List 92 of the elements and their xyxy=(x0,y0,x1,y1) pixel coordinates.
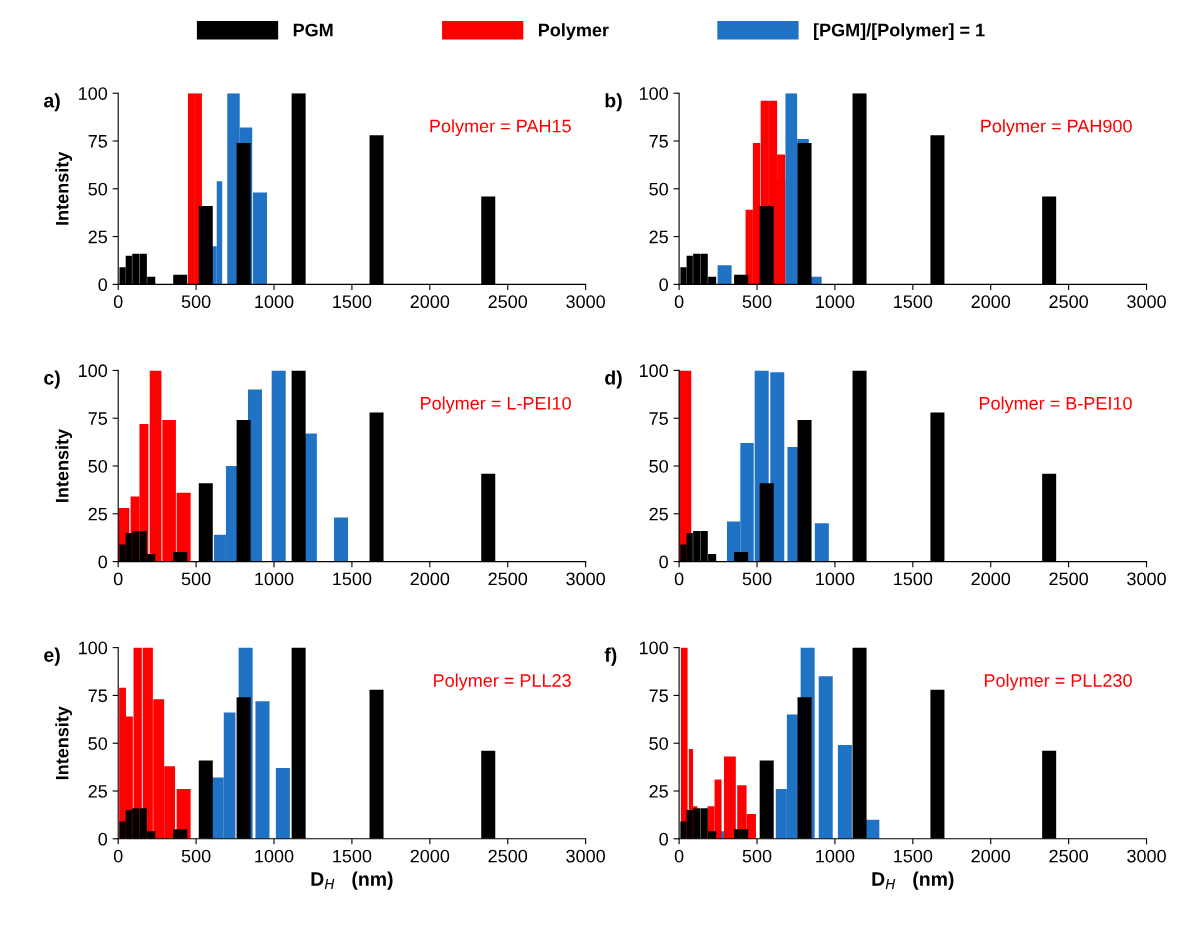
y-tick-label: 100 xyxy=(639,364,668,378)
chart-title: d) xyxy=(605,370,622,389)
x-tick-label: 2500 xyxy=(488,295,528,309)
x-tick-label: 500 xyxy=(181,572,211,586)
x-tick-label: 3000 xyxy=(566,572,606,586)
x-tick-label: 2500 xyxy=(1049,295,1089,309)
y-tick-label: 75 xyxy=(88,689,108,703)
text: D$_{H}$ (nm) xyxy=(872,871,954,890)
annotation: Polymer = B-PEI10 xyxy=(979,396,1132,414)
x-tick-label: 1000 xyxy=(255,572,294,586)
x-tick-label: 1500 xyxy=(333,849,372,863)
x-tick-label: 3000 xyxy=(1127,572,1166,586)
x-tick-label: 500 xyxy=(181,849,211,863)
y-tick-label: 50 xyxy=(88,459,108,473)
y-tick-label: 0 xyxy=(98,555,108,569)
x-tick-label: 0 xyxy=(113,849,123,863)
y-tick-label: 75 xyxy=(88,135,108,148)
y-tick-label: 100 xyxy=(79,641,108,655)
legend-label: [PGM]/[Polymer] = 1 xyxy=(814,23,985,40)
legend-label: PGM xyxy=(293,23,333,37)
x-tick-label: 0 xyxy=(113,295,123,309)
x-tick-label: 2000 xyxy=(410,572,450,586)
y-tick-label: 75 xyxy=(649,689,668,703)
y-tick-label: 25 xyxy=(649,784,668,798)
y-tick-label: 0 xyxy=(98,832,108,846)
x-tick-label: 0 xyxy=(674,849,684,863)
y-tick-label: 0 xyxy=(659,555,668,569)
x-tick-label: 0 xyxy=(113,572,123,586)
annotation: Polymer = PAH15 xyxy=(430,119,571,137)
y-tick-label: 75 xyxy=(649,135,668,148)
y-axis-title: Intensity xyxy=(55,151,73,225)
y-tick-label: 25 xyxy=(649,230,668,244)
y-axis-title: Intensity xyxy=(55,706,73,780)
chart-title: c) xyxy=(44,370,60,389)
x-tick-label: 2500 xyxy=(488,572,528,586)
y-tick-label: 25 xyxy=(88,784,108,798)
y-tick-label: 75 xyxy=(88,412,108,425)
y-tick-label: 75 xyxy=(649,412,668,425)
legend-label: Polymer xyxy=(538,23,609,40)
x-tick-label: 500 xyxy=(742,295,772,309)
x-tick-label: 0 xyxy=(674,295,684,309)
y-tick-label: 0 xyxy=(98,278,108,292)
y-tick-label: 50 xyxy=(88,737,108,750)
x-tick-label: 500 xyxy=(742,849,772,863)
y-tick-label: 50 xyxy=(88,182,108,196)
x-tick-label: 2500 xyxy=(488,849,528,863)
chart-title: a) xyxy=(43,93,60,112)
chart-title: e) xyxy=(44,647,60,666)
annotation: Polymer = PLL230 xyxy=(984,673,1132,691)
y-tick-label: 100 xyxy=(639,87,668,100)
annotation: Polymer = PLL23 xyxy=(434,673,571,691)
chart-title: f) xyxy=(604,647,617,666)
x-tick-label: 3000 xyxy=(1127,849,1166,863)
y-tick-label: 0 xyxy=(659,832,668,846)
x-tick-label: 1500 xyxy=(894,849,933,863)
x-tick-label: 1500 xyxy=(894,295,933,309)
y-tick-label: 100 xyxy=(79,364,108,378)
x-tick-label: 3000 xyxy=(1127,295,1166,309)
x-tick-label: 2000 xyxy=(971,572,1011,586)
y-tick-label: 25 xyxy=(649,507,668,521)
y-tick-label: 25 xyxy=(88,507,108,521)
x-tick-label: 3000 xyxy=(566,849,606,863)
x-tick-label: 2000 xyxy=(410,295,450,309)
y-tick-label: 50 xyxy=(649,737,668,750)
x-tick-label: 2000 xyxy=(971,849,1011,863)
chart-title: b) xyxy=(605,93,622,112)
x-tick-label: 1000 xyxy=(816,572,855,586)
y-tick-label: 50 xyxy=(649,459,668,473)
x-tick-label: 1500 xyxy=(333,295,372,309)
annotation: Polymer = L-PEI10 xyxy=(421,396,571,414)
y-axis-title: Intensity xyxy=(55,428,73,502)
x-tick-label: 1500 xyxy=(894,572,933,586)
x-tick-label: 1000 xyxy=(816,295,855,309)
y-tick-label: 100 xyxy=(79,87,108,100)
annotation: Polymer = PAH900 xyxy=(981,119,1132,137)
y-tick-label: 100 xyxy=(639,641,668,655)
x-tick-label: 1000 xyxy=(255,295,294,309)
x-tick-label: 2500 xyxy=(1049,572,1089,586)
y-tick-label: 0 xyxy=(659,278,668,292)
y-tick-label: 50 xyxy=(649,182,668,196)
x-tick-label: 500 xyxy=(181,295,211,309)
text: D$_{H}$ (nm) xyxy=(311,871,393,890)
x-tick-label: 1000 xyxy=(816,849,855,863)
x-tick-label: 0 xyxy=(674,572,684,586)
x-tick-label: 1500 xyxy=(333,572,372,586)
x-tick-label: 2000 xyxy=(971,295,1011,309)
y-tick-label: 25 xyxy=(88,230,108,244)
x-tick-label: 1000 xyxy=(255,849,294,863)
x-tick-label: 500 xyxy=(742,572,772,586)
x-tick-label: 2500 xyxy=(1049,849,1089,863)
x-tick-label: 2000 xyxy=(410,849,450,863)
x-tick-label: 3000 xyxy=(566,295,606,309)
